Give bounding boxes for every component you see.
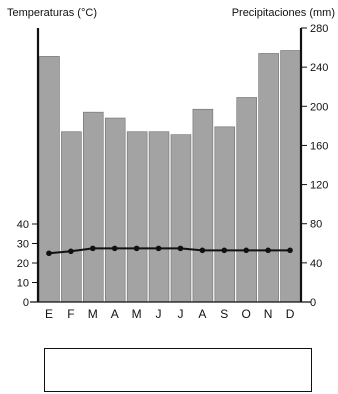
month-label: N	[264, 307, 273, 321]
bars-layer	[39, 50, 301, 303]
temperature-point	[243, 247, 250, 254]
precipitation-bar	[148, 131, 170, 303]
month-label: M	[88, 307, 98, 321]
month-label: F	[67, 307, 74, 321]
precipitation-bar	[192, 108, 214, 303]
temperature-point	[89, 245, 96, 252]
right-tick-label: 120	[310, 180, 328, 192]
month-label: E	[45, 307, 53, 321]
left-tick-label: 20	[17, 258, 29, 270]
right-tick-label: 0	[310, 297, 316, 309]
right-tick-label: 280	[310, 23, 328, 35]
precipitation-bar	[258, 53, 279, 303]
temperature-point	[155, 245, 162, 252]
precipitation-bar	[280, 50, 301, 303]
left-tick-label: 40	[17, 219, 29, 231]
month-label: D	[286, 307, 295, 321]
temperature-point	[177, 245, 184, 252]
precipitation-bar	[236, 97, 257, 303]
right-axis-title: Precipitaciones (mm)	[232, 7, 335, 19]
right-tick-label: 40	[310, 258, 322, 270]
right-tick-label: 80	[310, 219, 322, 231]
temperature-point	[133, 245, 140, 252]
temperature-point	[111, 245, 118, 252]
precipitation-bar	[39, 56, 60, 303]
left-tick-label: 10	[17, 278, 29, 290]
month-label: M	[132, 307, 142, 321]
right-tick-label: 200	[310, 101, 328, 113]
right-tick-label: 240	[310, 62, 328, 74]
precipitation-bar	[170, 134, 192, 303]
temperature-point	[265, 247, 271, 254]
precipitation-bar	[104, 117, 126, 303]
temperature-point	[199, 247, 206, 254]
temperature-point	[287, 247, 293, 254]
axes-layer	[30, 27, 311, 303]
precipitation-bar	[61, 131, 82, 303]
temperature-line	[48, 247, 291, 255]
month-label: A	[111, 307, 119, 321]
precipitation-bar	[214, 126, 236, 303]
left-axis-title: Temperaturas (°C)	[7, 7, 97, 19]
precipitation-bar	[126, 131, 148, 303]
month-label: S	[220, 307, 228, 321]
temperature-point	[46, 250, 52, 257]
month-label: J	[177, 307, 183, 321]
temperature-point	[221, 247, 228, 254]
left-tick-label: 30	[17, 239, 29, 251]
right-tick-label: 160	[310, 140, 328, 152]
month-label: A	[198, 307, 206, 321]
answer-box[interactable]	[44, 348, 312, 392]
temperature-point	[68, 248, 74, 255]
left-tick-label: 0	[23, 297, 29, 309]
month-label: J	[156, 307, 162, 321]
temperature-line-layer	[46, 245, 293, 257]
precipitation-bar	[83, 111, 104, 303]
month-label: O	[242, 307, 251, 321]
